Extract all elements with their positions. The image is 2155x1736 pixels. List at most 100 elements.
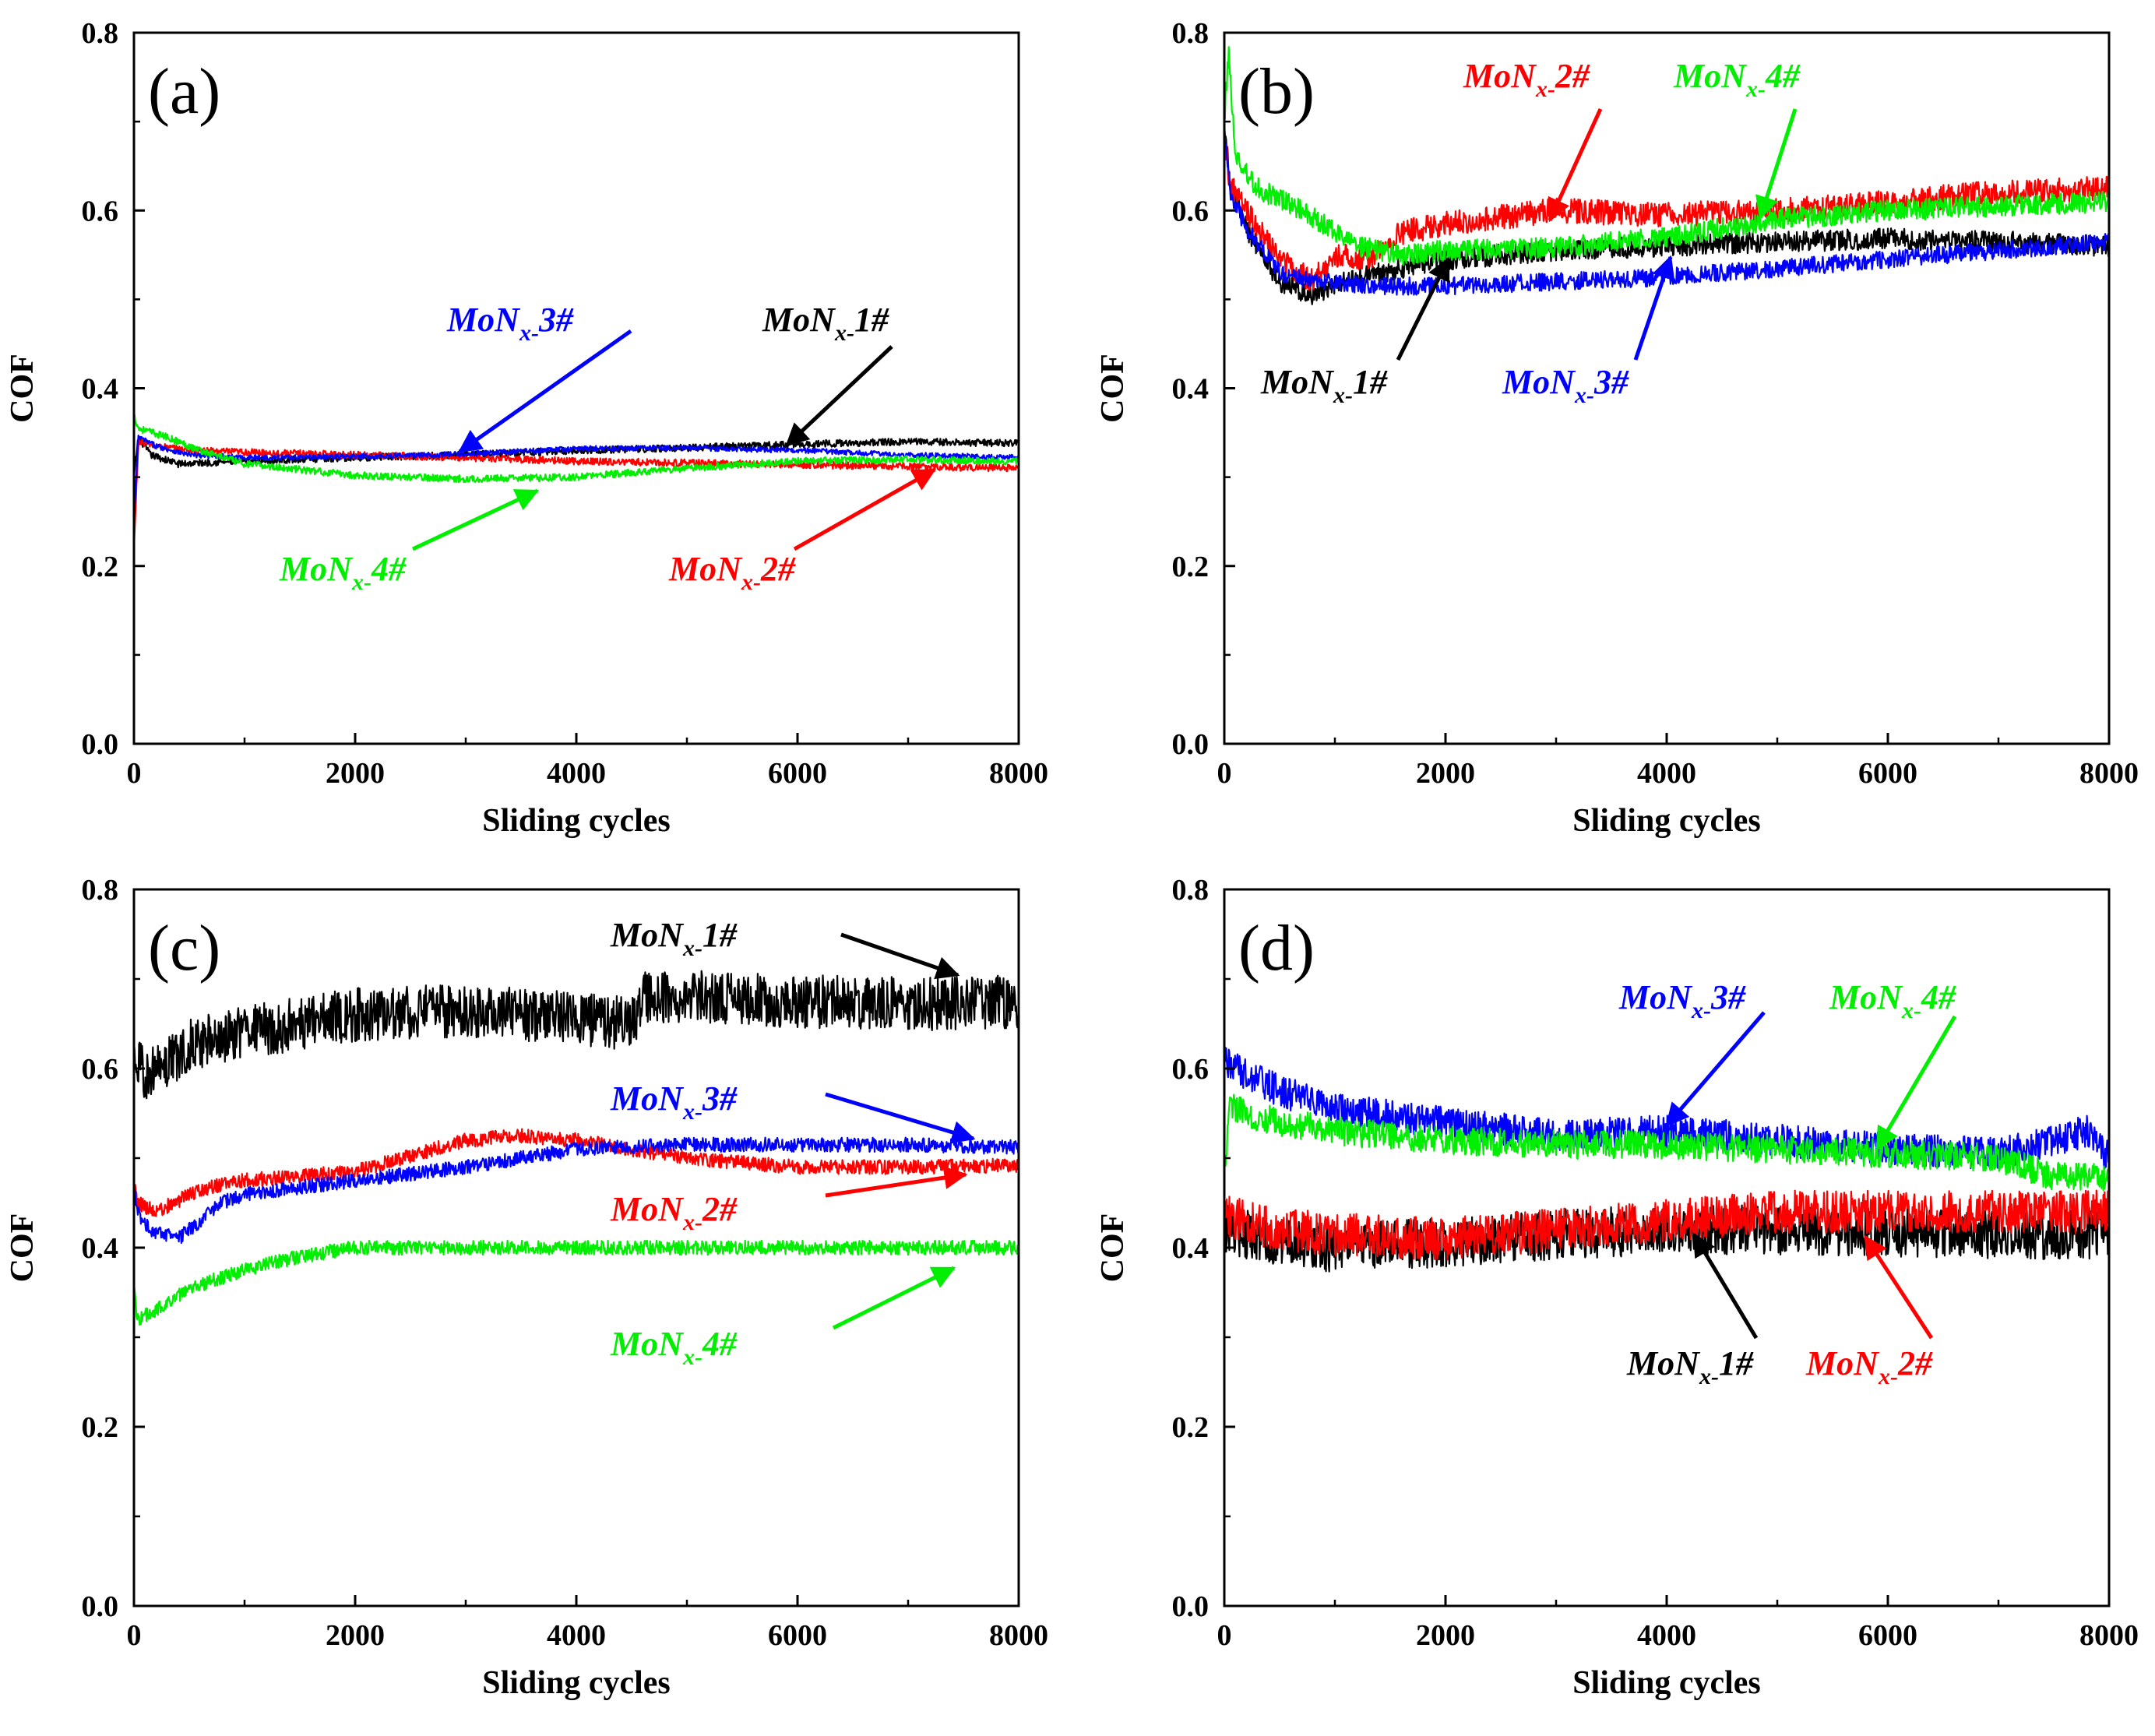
x-tick-label: 2000: [326, 1619, 385, 1652]
x-axis-label: Sliding cycles: [482, 1665, 671, 1701]
y-axis-label: COF: [1095, 354, 1131, 423]
annotation: MoNx-2#: [1805, 1234, 1934, 1389]
series-line-monx1: [134, 435, 1019, 477]
y-tick-label: 0.6: [82, 1053, 119, 1086]
x-tick-label: 0: [1217, 1619, 1232, 1652]
panel-label: (d): [1238, 912, 1315, 984]
annotation-label: MoNx-2#: [1805, 1344, 1933, 1389]
annotation: MoNx-3#: [1502, 255, 1675, 408]
x-tick-label: 8000: [2079, 1619, 2139, 1652]
series-group: [134, 970, 1019, 1326]
annotation: MoNx-1#: [1260, 256, 1451, 408]
chart-panel-1: 0 2000 4000 6000 8000 0.0 0.2 0.4 0.6 0.8 Sliding …: [5, 17, 1048, 839]
annotation: MoNx-2#: [668, 467, 937, 595]
y-tick-label: 0.0: [82, 1590, 119, 1623]
x-tick-label: 2000: [1416, 1619, 1475, 1652]
x-tick-label: 4000: [547, 757, 606, 790]
series-line-monx3: [1224, 1046, 2109, 1170]
y-tick-label: 0.4: [82, 373, 119, 406]
y-axis-label: COF: [5, 1213, 40, 1283]
annotation-label: MoNx-3#: [446, 301, 574, 346]
x-tick-label: 4000: [547, 1619, 606, 1652]
y-tick-label: 0.8: [1172, 17, 1210, 50]
series-line-monx4: [134, 414, 1019, 484]
annotation-arrow: [793, 467, 937, 551]
annotation-arrow: [1692, 1232, 1759, 1340]
y-tick-label: 0.6: [1172, 195, 1210, 227]
y-axis-label: COF: [5, 354, 40, 423]
annotation: MoNx-4#: [1673, 57, 1801, 220]
series-group: [134, 414, 1019, 548]
annotation-arrow: [1396, 256, 1451, 361]
x-tick-label: 8000: [989, 757, 1048, 790]
x-tick-label: 2000: [1416, 757, 1475, 790]
panel-label: (c): [148, 912, 220, 984]
annotation-arrow: [825, 1166, 968, 1198]
y-tick-label: 0.8: [1172, 874, 1210, 907]
annotation-label: MoNx-3#: [1502, 363, 1629, 408]
y-tick-label: 0.0: [1172, 728, 1210, 761]
y-tick-label: 0.8: [82, 17, 119, 50]
x-tick-label: 2000: [326, 757, 385, 790]
annotation: MoNx-4#: [610, 1266, 956, 1370]
annotation: MoNx-4#: [1829, 978, 1957, 1151]
annotation-label: MoNx-3#: [610, 1079, 738, 1125]
annotation: MoNx-1#: [1626, 1232, 1759, 1389]
annotation: MoNx-3#: [610, 1079, 976, 1144]
x-tick-label: 0: [127, 757, 142, 790]
series-line-monx4: [1224, 46, 2109, 266]
panel-label: (a): [148, 55, 220, 128]
annotation-label: MoNx-4#: [1829, 978, 1956, 1023]
panel-label: (b): [1238, 55, 1315, 128]
x-tick-label: 0: [1217, 757, 1232, 790]
series-line-monx1: [1224, 121, 2109, 305]
annotation-arrow: [785, 345, 893, 447]
series-line-monx1: [134, 970, 1019, 1100]
y-tick-label: 0.0: [1172, 1590, 1210, 1623]
x-tick-label: 8000: [989, 1619, 1048, 1652]
annotation: MoNx-2#: [1463, 57, 1603, 223]
y-tick-label: 0.2: [1172, 1411, 1210, 1444]
annotation: MoNx-1#: [610, 916, 960, 980]
x-tick-label: 6000: [768, 1619, 827, 1652]
x-tick-label: 0: [127, 1619, 142, 1652]
annotation-arrow: [1665, 1011, 1766, 1127]
x-tick-label: 6000: [1858, 757, 1917, 790]
series-line-monx2: [134, 438, 1019, 548]
series-line-monx3: [134, 1136, 1019, 1245]
series-line-monx2: [134, 1128, 1019, 1217]
chart-panel-3: 0 2000 4000 6000 8000 0.0 0.2 0.4 0.6 0.8 Sliding …: [5, 874, 1048, 1701]
y-tick-label: 0.2: [1172, 551, 1210, 583]
series-line-monx4: [1224, 1093, 2109, 1192]
annotation-label: MoNx-1#: [1626, 1344, 1754, 1389]
annotation-label: MoNx-3#: [1618, 978, 1746, 1023]
annotation-label: MoNx-2#: [668, 550, 796, 595]
y-axis-label: COF: [1095, 1213, 1131, 1283]
annotation-label: MoNx-4#: [1673, 57, 1801, 102]
x-tick-label: 4000: [1637, 1619, 1696, 1652]
series-line-monx3: [134, 434, 1019, 522]
y-tick-label: 0.6: [1172, 1053, 1210, 1086]
annotation-label: MoNx-1#: [610, 916, 738, 961]
annotation: MoNx-4#: [279, 488, 540, 595]
annotation-arrow: [1633, 255, 1675, 361]
x-tick-label: 6000: [768, 757, 827, 790]
x-axis-label: Sliding cycles: [1572, 803, 1761, 839]
annotation: MoNx-3#: [446, 301, 632, 454]
series-line-monx2: [1224, 130, 2109, 291]
annotation-arrow: [840, 932, 960, 980]
annotation: MoNx-2#: [610, 1166, 968, 1235]
y-tick-label: 0.0: [82, 728, 119, 761]
chart-panel-2: 0 2000 4000 6000 8000 0.0 0.2 0.4 0.6 0.8 Sliding …: [1095, 17, 2139, 839]
annotation-arrow: [832, 1266, 956, 1330]
annotation: MoNx-3#: [1618, 978, 1766, 1127]
y-tick-label: 0.8: [82, 874, 119, 907]
x-tick-label: 4000: [1637, 757, 1696, 790]
x-axis-label: Sliding cycles: [482, 803, 671, 839]
annotation-arrow: [411, 488, 540, 551]
annotation-arrow: [825, 1092, 976, 1144]
y-tick-label: 0.2: [82, 551, 119, 583]
annotation-arrow: [1875, 1015, 1957, 1151]
plot-frame: [132, 31, 1020, 745]
x-axis-label: Sliding cycles: [1572, 1665, 1761, 1701]
